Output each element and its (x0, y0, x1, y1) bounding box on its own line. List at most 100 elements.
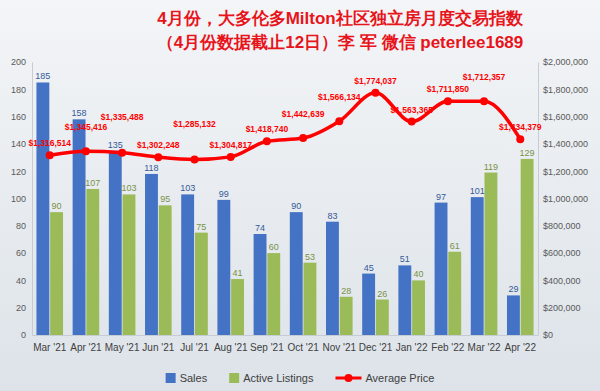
bar (304, 263, 317, 335)
x-tick: Jun '21 (142, 335, 174, 353)
chart-container: 4月份，大多伦多Milton社区独立房月度交易指数（4月份数据截止12日）李 军… (0, 0, 600, 391)
x-tick: Apr '22 (505, 335, 537, 353)
bar-label: 51 (400, 254, 410, 264)
bar-label: 135 (108, 140, 123, 150)
bar (340, 297, 353, 335)
bar (484, 173, 497, 335)
line-marker (371, 89, 379, 97)
legend-label: Average Price (365, 372, 434, 384)
x-tick-label: Apr '21 (70, 342, 102, 353)
y-tick-label: 200 (11, 57, 26, 67)
legend-marker (344, 374, 352, 382)
x-tick-label: Jun '21 (142, 342, 174, 353)
bar-label: 26 (377, 289, 387, 299)
bar (521, 159, 534, 335)
x-tick-label: Sep '21 (250, 342, 284, 353)
data-labels: 1851581351181039974908345519710129901071… (28, 71, 541, 298)
y2-tick-label: $1,000,000 (543, 194, 588, 204)
bar-label: 61 (450, 241, 460, 251)
y2-axis-line (538, 63, 539, 336)
y2-tick: $1,000,000 (538, 194, 588, 204)
y2-tick: $1,200,000 (538, 167, 588, 177)
y-tick-label: 160 (11, 112, 26, 122)
y-tick: 20 (16, 303, 32, 313)
legend-label: Active Listings (243, 372, 314, 384)
y2-tick: $0 (538, 330, 553, 340)
bar (159, 205, 172, 335)
x-tick: Aug '21 (214, 335, 248, 353)
bar-label: 40 (414, 269, 424, 279)
y-tick: 0 (21, 330, 32, 340)
bar-label: 90 (291, 201, 301, 211)
line-marker (118, 149, 126, 157)
line-label: $1,711,850 (427, 84, 469, 94)
x-tick-label: May '21 (105, 342, 140, 353)
line-label: $1,566,134 (318, 92, 361, 102)
bar (181, 194, 194, 335)
line-label: $1,304,817 (209, 140, 252, 150)
line-label: $1,335,488 (101, 112, 144, 122)
y-tick: 200 (11, 57, 32, 67)
y-axis-line (32, 63, 33, 336)
bar (398, 265, 411, 335)
line (50, 93, 521, 160)
bar (471, 197, 484, 335)
x-tick: Apr '21 (70, 335, 102, 353)
y2-tick: $1,600,000 (538, 112, 588, 122)
bar-label: 107 (85, 178, 100, 188)
y-tick: 60 (16, 248, 32, 258)
line-label: $1,345,416 (65, 122, 108, 132)
x-tick-label: Oct '21 (287, 342, 319, 353)
y2-tick-label: $1,600,000 (543, 112, 588, 122)
bar-label: 74 (255, 223, 265, 233)
y-tick: 80 (16, 221, 32, 231)
bar (267, 253, 280, 335)
bar (123, 194, 136, 335)
bar (231, 279, 244, 335)
bar (326, 222, 339, 335)
y2-tick-label: $200,000 (543, 303, 581, 313)
line-marker (408, 118, 416, 126)
line-marker (480, 97, 488, 105)
bar (362, 274, 375, 335)
legend: Sales Active Listings Average Price (166, 372, 435, 384)
y2-tick-label: $1,200,000 (543, 167, 588, 177)
line-marker (191, 156, 199, 164)
x-tick: Oct '21 (287, 335, 319, 353)
legend-item: Sales (166, 372, 208, 384)
legend-item: Average Price (335, 372, 434, 384)
bar-label: 41 (233, 268, 243, 278)
y-tick-label: 120 (11, 167, 26, 177)
bar (290, 212, 303, 335)
y-tick-label: 100 (11, 194, 26, 204)
y2-tick: $200,000 (538, 303, 581, 313)
x-tick: Feb '22 (431, 335, 464, 353)
x-tick: Mar '22 (468, 335, 501, 353)
line-label: $1,316,514 (28, 138, 71, 148)
y2-tick-label: $1,800,000 (543, 85, 588, 95)
plot-marks (36, 82, 533, 335)
line-marker (46, 151, 54, 159)
legend-label: Sales (180, 372, 208, 384)
y2-tick: $1,400,000 (538, 139, 588, 149)
bar-label: 101 (470, 186, 485, 196)
y-tick: 120 (11, 167, 32, 177)
y2-tick-label: $600,000 (543, 248, 581, 258)
y2-tick: $600,000 (538, 248, 581, 258)
y2-tick-label: $2,000,000 (543, 57, 588, 67)
bar-label: 83 (327, 211, 337, 221)
x-tick-label: Jan '22 (396, 342, 428, 353)
bar-label: 60 (269, 242, 279, 252)
background (0, 0, 600, 391)
line-label: $1,434,379 (499, 122, 542, 132)
line-marker (444, 97, 452, 105)
bar-series (36, 82, 519, 335)
title: 4月份，大多伦多Milton社区独立房月度交易指数 (157, 9, 523, 28)
line-label: $1,712,357 (463, 72, 506, 82)
bar-label: 185 (35, 71, 50, 81)
bar-label: 103 (121, 183, 136, 193)
x-tick: Nov '21 (322, 335, 356, 353)
y2-tick-label: $0 (543, 330, 553, 340)
bar-label: 118 (144, 163, 158, 173)
bar (50, 212, 63, 335)
